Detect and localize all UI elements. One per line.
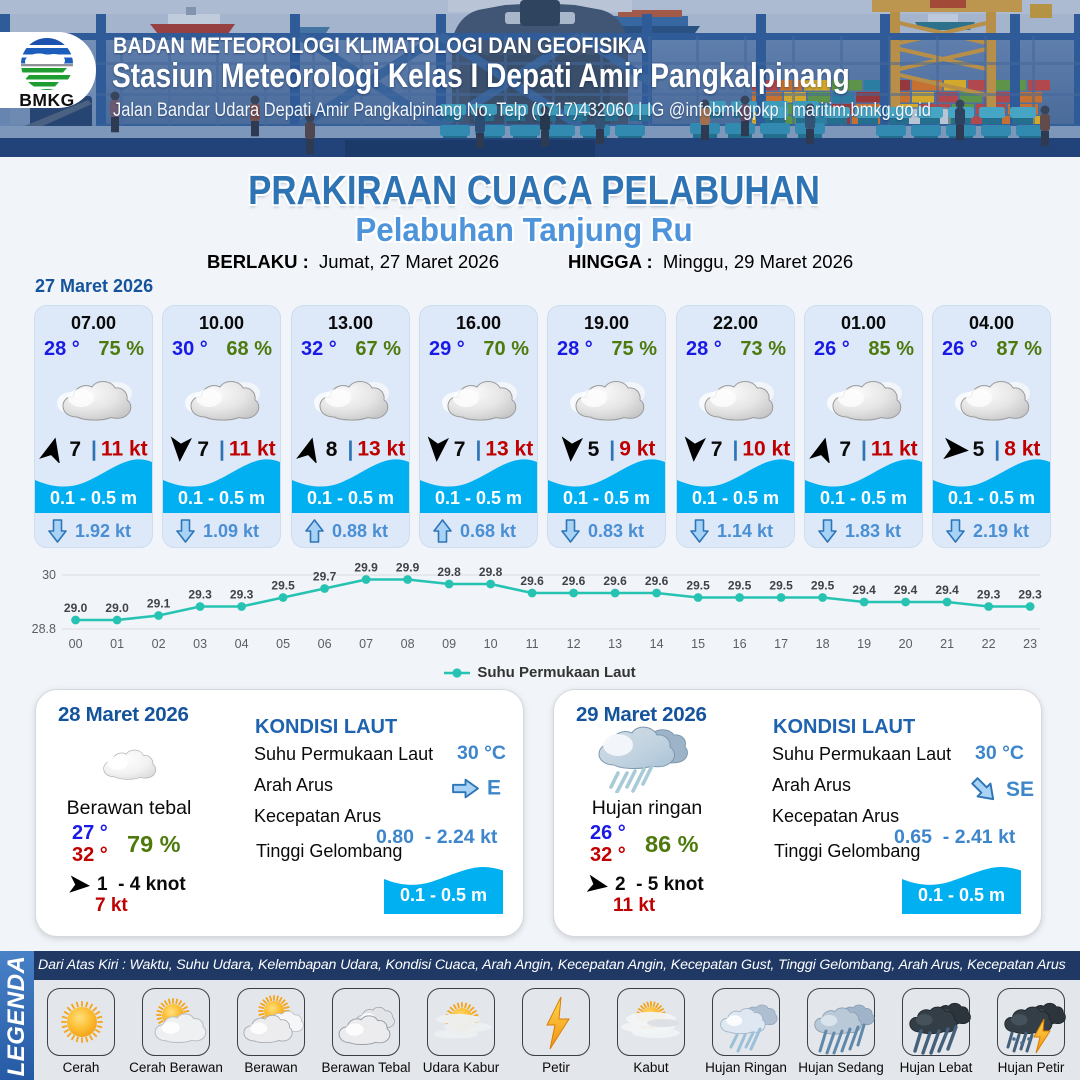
svg-text:29.7: 29.7 xyxy=(313,570,337,584)
svg-text:08: 08 xyxy=(401,637,415,651)
svg-text:29.0: 29.0 xyxy=(105,601,129,615)
svg-text:29.5: 29.5 xyxy=(271,579,295,593)
svg-text:29.0: 29.0 xyxy=(64,601,88,615)
svg-text:29.8: 29.8 xyxy=(479,565,503,579)
svg-text:29.5: 29.5 xyxy=(686,579,710,593)
svg-text:19: 19 xyxy=(857,637,871,651)
svg-text:29.3: 29.3 xyxy=(188,588,212,602)
svg-text:29.4: 29.4 xyxy=(935,583,959,597)
svg-text:09: 09 xyxy=(442,637,456,651)
svg-text:01: 01 xyxy=(110,637,124,651)
svg-text:00: 00 xyxy=(69,637,83,651)
svg-text:30: 30 xyxy=(42,568,56,582)
svg-text:18: 18 xyxy=(816,637,830,651)
svg-text:20: 20 xyxy=(899,637,913,651)
svg-text:04: 04 xyxy=(235,637,249,651)
svg-text:02: 02 xyxy=(152,637,166,651)
svg-text:23: 23 xyxy=(1023,637,1037,651)
svg-text:12: 12 xyxy=(567,637,581,651)
svg-text:29.3: 29.3 xyxy=(977,588,1001,602)
svg-text:29.9: 29.9 xyxy=(354,561,378,575)
svg-text:13: 13 xyxy=(608,637,622,651)
svg-text:29.5: 29.5 xyxy=(728,579,752,593)
svg-text:29.3: 29.3 xyxy=(1018,588,1042,602)
svg-text:07: 07 xyxy=(359,637,373,651)
svg-text:29.1: 29.1 xyxy=(147,597,171,611)
svg-text:15: 15 xyxy=(691,637,705,651)
svg-text:29.6: 29.6 xyxy=(645,574,669,588)
svg-text:11: 11 xyxy=(526,637,539,651)
svg-text:29.3: 29.3 xyxy=(230,588,254,602)
svg-text:29.4: 29.4 xyxy=(894,583,918,597)
svg-text:29.8: 29.8 xyxy=(437,565,461,579)
svg-text:28.8: 28.8 xyxy=(32,622,56,636)
svg-text:29.9: 29.9 xyxy=(396,561,420,575)
svg-text:22: 22 xyxy=(982,637,996,651)
svg-text:29.6: 29.6 xyxy=(562,574,586,588)
svg-text:05: 05 xyxy=(276,637,290,651)
svg-text:BMKG: BMKG xyxy=(19,90,74,110)
svg-text:29.5: 29.5 xyxy=(811,579,835,593)
svg-text:21: 21 xyxy=(940,637,954,651)
svg-text:29.5: 29.5 xyxy=(769,579,793,593)
svg-text:14: 14 xyxy=(650,637,664,651)
svg-text:29.6: 29.6 xyxy=(603,574,627,588)
svg-text:16: 16 xyxy=(733,637,747,651)
svg-text:29.4: 29.4 xyxy=(852,583,876,597)
svg-text:10: 10 xyxy=(484,637,498,651)
svg-text:03: 03 xyxy=(193,637,207,651)
svg-text:06: 06 xyxy=(318,637,332,651)
svg-text:29.6: 29.6 xyxy=(520,574,544,588)
svg-text:17: 17 xyxy=(774,637,788,651)
